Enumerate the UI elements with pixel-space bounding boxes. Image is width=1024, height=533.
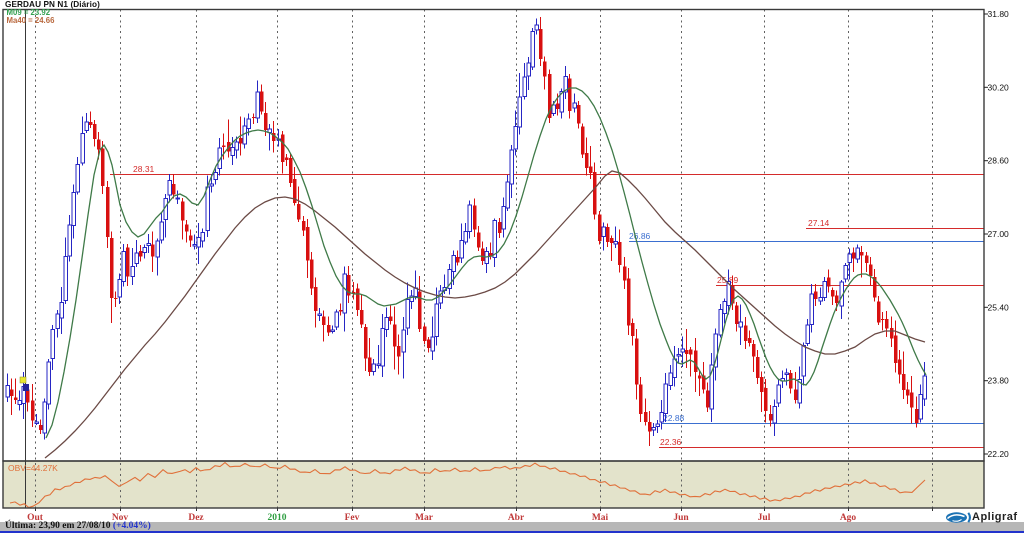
svg-text:Jul: Jul — [758, 513, 771, 523]
svg-text:OBV=44.27K: OBV=44.27K — [8, 463, 58, 473]
svg-text:22.88: 22.88 — [663, 413, 685, 423]
svg-text:Ago: Ago — [840, 513, 857, 523]
svg-text:Fev: Fev — [345, 513, 360, 523]
svg-text:26.86: 26.86 — [629, 231, 651, 241]
svg-text:2010: 2010 — [268, 513, 287, 523]
svg-text:23.80: 23.80 — [988, 376, 1010, 386]
svg-text:Nov: Nov — [112, 513, 129, 523]
svg-text:27.00: 27.00 — [988, 229, 1010, 239]
svg-text:27.14: 27.14 — [808, 218, 830, 228]
svg-text:Out: Out — [27, 513, 44, 523]
svg-text:22.36: 22.36 — [660, 437, 682, 447]
svg-text:28.60: 28.60 — [988, 156, 1010, 166]
svg-text:22.20: 22.20 — [988, 449, 1010, 459]
svg-text:Abr: Abr — [508, 513, 525, 523]
svg-text:31.80: 31.80 — [988, 9, 1010, 19]
svg-text:Ma40 = 24.66: Ma40 = 24.66 — [7, 16, 56, 25]
svg-text:Mai: Mai — [592, 513, 609, 523]
svg-text:Jun: Jun — [673, 513, 689, 523]
svg-text:Dez: Dez — [188, 513, 204, 523]
svg-text:30.20: 30.20 — [988, 82, 1010, 92]
svg-text:M09 = 23.92: M09 = 23.92 — [7, 8, 51, 17]
svg-text:Mar: Mar — [415, 513, 434, 523]
svg-text:28.31: 28.31 — [133, 164, 155, 174]
svg-text:25.40: 25.40 — [988, 302, 1010, 312]
svg-text:25.89: 25.89 — [717, 275, 739, 285]
